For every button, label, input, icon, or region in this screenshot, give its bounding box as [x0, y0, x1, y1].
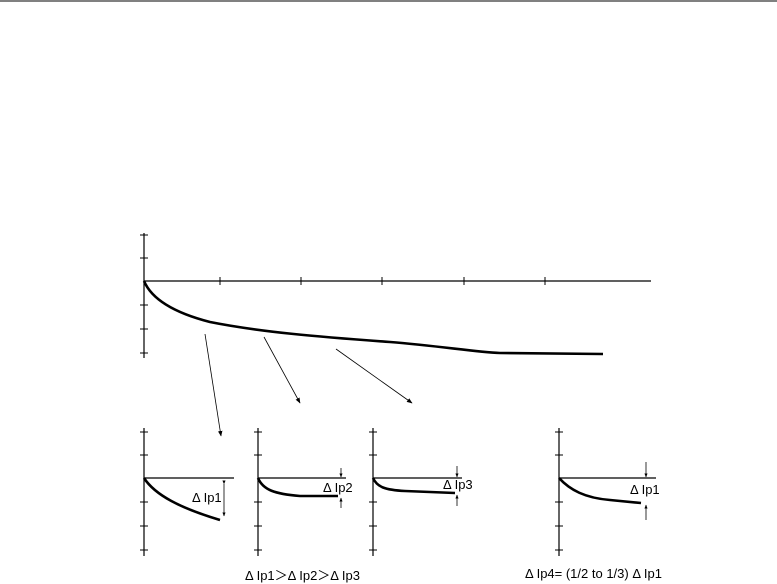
small-plot-1: Δ Ip1: [140, 428, 234, 556]
plot1-curve: [142, 477, 221, 522]
small-plot-3: Δ Ip3: [369, 428, 473, 556]
small-plot-4: Δ Ip1: [555, 428, 660, 556]
plot1-delta-label: Δ Ip1: [192, 490, 222, 505]
plot3-delta-label: Δ Ip3: [443, 477, 473, 492]
pointer-arrow-1: [204, 333, 223, 437]
pointer-arrow-2: [263, 336, 301, 404]
plot2-curve: [256, 477, 338, 498]
plot4-curve: [558, 477, 642, 505]
main-decay-curve: [142, 280, 604, 356]
dip4-relation-caption: Δ Ip4= (1/2 to 1/3) Δ Ip1: [525, 566, 662, 581]
plot4-delta-label: Δ Ip1: [630, 482, 660, 497]
small-plot-2: Δ Ip2: [254, 428, 353, 556]
pointer-arrow-3: [335, 348, 413, 404]
plot3-curve: [371, 477, 456, 495]
main-plot: [140, 233, 651, 358]
comparison-caption: Δ Ip1＞Δ Ip2＞Δ Ip3: [245, 568, 360, 583]
plot2-delta-label: Δ Ip2: [323, 480, 353, 495]
